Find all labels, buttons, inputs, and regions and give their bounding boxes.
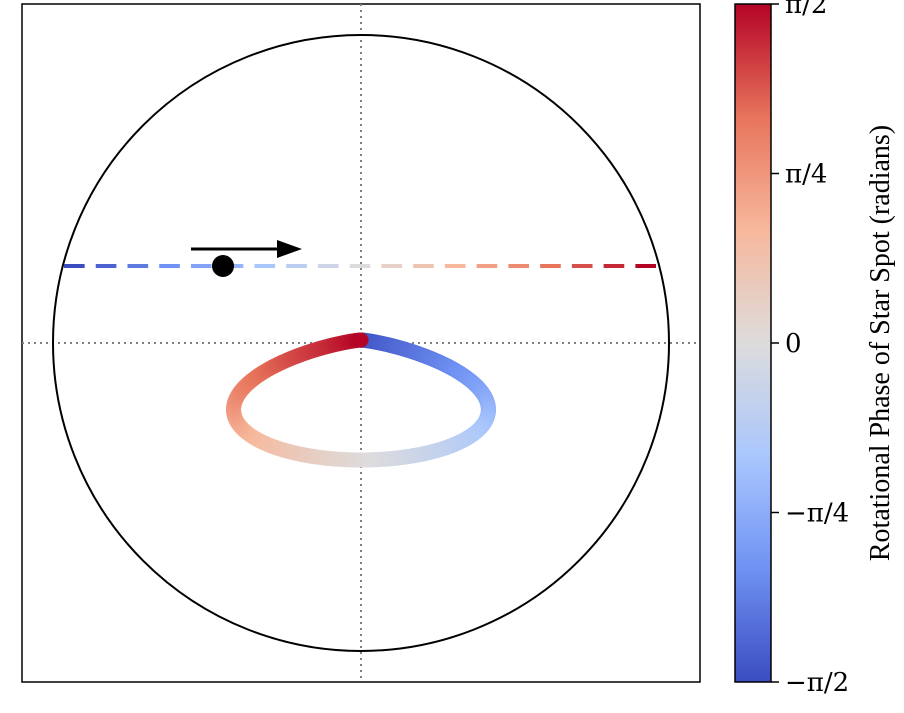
colorbar (734, 3, 772, 683)
stellar-disk (52, 34, 670, 652)
planet-marker (212, 255, 234, 277)
direction-arrow-head (277, 240, 302, 258)
colorbar-tick-label: π/4 (785, 160, 827, 190)
star-spot-track (226, 332, 496, 468)
colorbar-label: Rotational Phase of Star Spot (radians) (865, 125, 896, 561)
colorbar-tick-label: 0 (785, 329, 802, 359)
colorbar-tick-label: π/2 (785, 0, 827, 20)
colorbar-tick-label: −π/2 (785, 668, 849, 698)
colorbar-ticks: π/2 π/4 0 −π/4 −π/2 (771, 0, 849, 698)
colorbar-tick-label: −π/4 (785, 499, 849, 529)
